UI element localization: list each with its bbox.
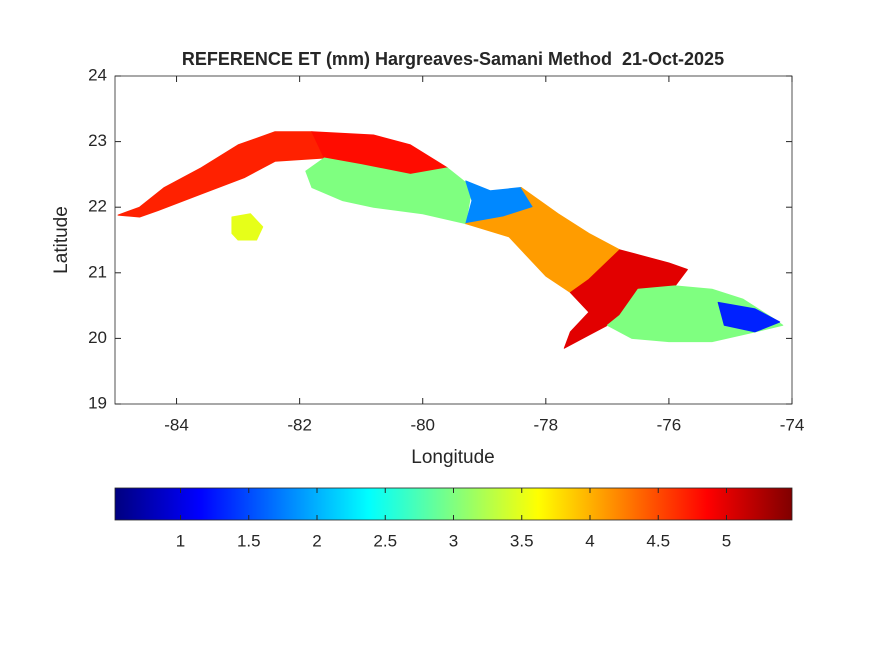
x-tick-label: -76 bbox=[657, 415, 682, 434]
colorbar-tick-label: 1.5 bbox=[237, 531, 261, 550]
region bbox=[563, 249, 688, 349]
y-tick-label: 20 bbox=[88, 328, 107, 347]
colorbar-tick-label: 4 bbox=[585, 531, 594, 550]
chart-title: REFERENCE ET (mm) Hargreaves-Samani Meth… bbox=[182, 49, 724, 69]
colorbar-tick-label: 3.5 bbox=[510, 531, 534, 550]
x-tick-label: -80 bbox=[410, 415, 435, 434]
axes-box bbox=[114, 75, 793, 405]
y-tick-label: 21 bbox=[88, 262, 107, 281]
colorbar-tick-label: 3 bbox=[449, 531, 458, 550]
region bbox=[717, 301, 781, 333]
y-tick-label: 23 bbox=[88, 131, 107, 150]
y-tick-label: 22 bbox=[88, 197, 107, 216]
colorbar-tick-label: 4.5 bbox=[646, 531, 670, 550]
x-tick-label: -84 bbox=[164, 415, 189, 434]
colorbar bbox=[114, 487, 793, 521]
colorbar-tick-label: 1 bbox=[176, 531, 185, 550]
x-axis-label: Longitude bbox=[411, 447, 494, 468]
x-tick-label: -82 bbox=[287, 415, 312, 434]
y-tick-label: 24 bbox=[88, 65, 107, 84]
x-tick-label: -74 bbox=[780, 415, 805, 434]
region bbox=[231, 213, 264, 241]
colorbar-tick-label: 2 bbox=[312, 531, 321, 550]
x-tick-label: -78 bbox=[534, 415, 559, 434]
colorbar-tick-label: 5 bbox=[722, 531, 731, 550]
colorbar-tick-label: 2.5 bbox=[373, 531, 397, 550]
y-axis-label: Latitude bbox=[51, 206, 72, 274]
region bbox=[465, 187, 621, 293]
y-tick-label: 19 bbox=[88, 393, 107, 412]
region bbox=[305, 157, 473, 225]
